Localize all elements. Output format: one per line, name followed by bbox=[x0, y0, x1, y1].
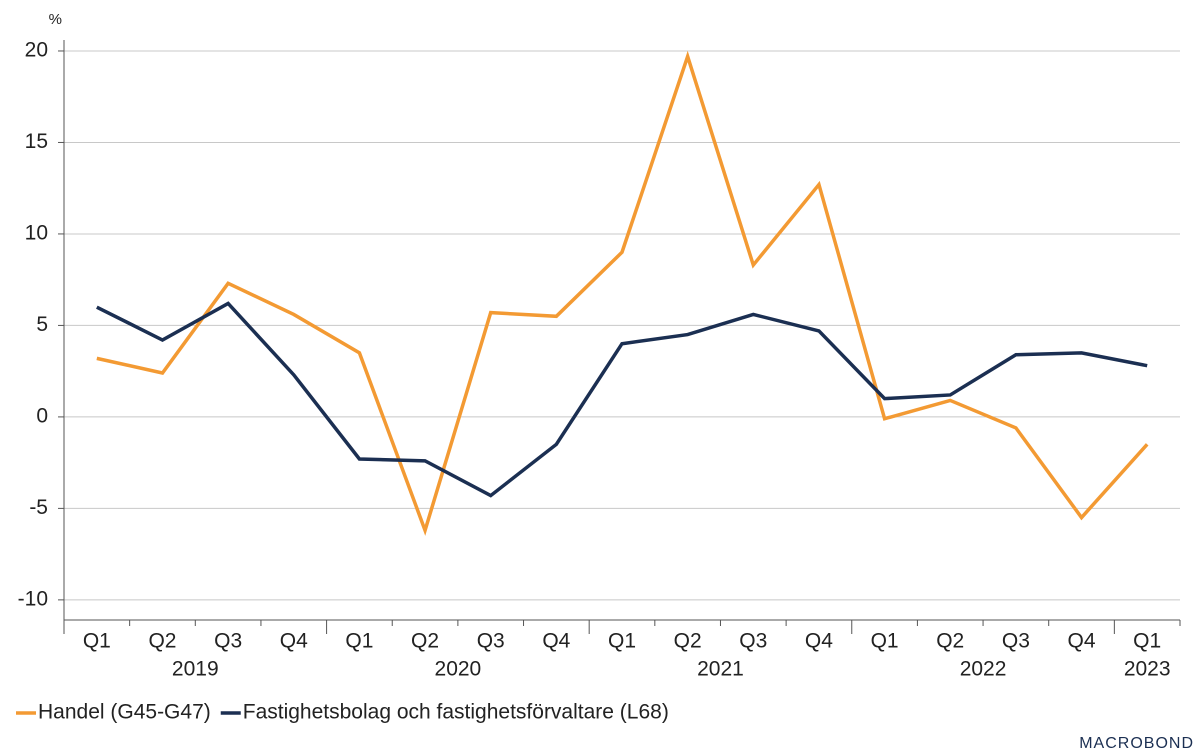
x-tick-label: Q1 bbox=[608, 630, 636, 653]
source-logo: MACROBOND bbox=[1079, 735, 1194, 752]
series-line bbox=[96, 50, 1149, 536]
legend-label: Handel (G45-G47) bbox=[38, 701, 211, 724]
x-tick-label: Q2 bbox=[936, 630, 964, 653]
y-tick-label: 20 bbox=[25, 39, 48, 62]
year-label: 2023 bbox=[1124, 658, 1171, 681]
year-label: 2020 bbox=[435, 658, 482, 681]
y-tick-label: -5 bbox=[29, 496, 48, 519]
x-tick-label: Q4 bbox=[542, 630, 570, 653]
x-tick-label: Q4 bbox=[1068, 630, 1096, 653]
y-tick-label: 10 bbox=[25, 221, 48, 244]
year-label: 2022 bbox=[960, 658, 1007, 681]
series-line bbox=[96, 301, 1148, 498]
y-tick-label: 15 bbox=[25, 130, 48, 153]
x-tick-label: Q4 bbox=[805, 630, 833, 653]
legend-label: Fastighetsbolag och fastighetsförvaltare… bbox=[243, 701, 669, 724]
x-tick-label: Q1 bbox=[871, 630, 899, 653]
x-tick-label: Q1 bbox=[1133, 630, 1161, 653]
x-tick-label: Q4 bbox=[280, 630, 308, 653]
year-label: 2019 bbox=[172, 658, 219, 681]
year-label: 2021 bbox=[697, 658, 744, 681]
x-tick-label: Q1 bbox=[83, 630, 111, 653]
x-tick-label: Q2 bbox=[148, 630, 176, 653]
y-tick-label: 5 bbox=[36, 313, 48, 336]
y-unit: % bbox=[49, 11, 62, 28]
x-tick-label: Q3 bbox=[477, 630, 505, 653]
y-tick-label: -10 bbox=[18, 587, 48, 610]
x-tick-label: Q3 bbox=[1002, 630, 1030, 653]
x-tick-label: Q3 bbox=[739, 630, 767, 653]
x-tick-label: Q2 bbox=[411, 630, 439, 653]
x-tick-label: Q1 bbox=[345, 630, 373, 653]
x-tick-label: Q3 bbox=[214, 630, 242, 653]
y-tick-label: 0 bbox=[36, 404, 48, 427]
x-tick-label: Q2 bbox=[674, 630, 702, 653]
